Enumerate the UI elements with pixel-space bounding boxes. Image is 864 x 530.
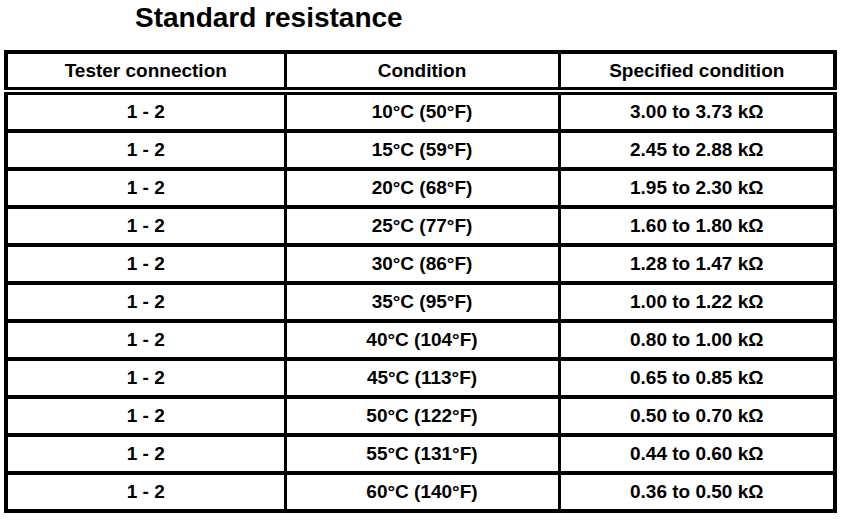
cell-tester-connection: 1 - 2 bbox=[6, 245, 285, 283]
table-row: 1 - 2 30°C (86°F) 1.28 to 1.47 kΩ bbox=[6, 245, 835, 283]
cell-condition: 50°C (122°F) bbox=[285, 397, 559, 435]
cell-specified-condition: 2.45 to 2.88 kΩ bbox=[559, 131, 835, 169]
cell-specified-condition: 1.95 to 2.30 kΩ bbox=[559, 169, 835, 207]
column-header-tester-connection: Tester connection bbox=[6, 52, 285, 91]
cell-tester-connection: 1 - 2 bbox=[6, 207, 285, 245]
cell-condition: 25°C (77°F) bbox=[285, 207, 559, 245]
cell-tester-connection: 1 - 2 bbox=[6, 473, 285, 511]
cell-specified-condition: 1.60 to 1.80 kΩ bbox=[559, 207, 835, 245]
table-row: 1 - 2 35°C (95°F) 1.00 to 1.22 kΩ bbox=[6, 283, 835, 321]
cell-tester-connection: 1 - 2 bbox=[6, 321, 285, 359]
cell-tester-connection: 1 - 2 bbox=[6, 131, 285, 169]
table-row: 1 - 2 15°C (59°F) 2.45 to 2.88 kΩ bbox=[6, 131, 835, 169]
cell-tester-connection: 1 - 2 bbox=[6, 91, 285, 131]
cell-specified-condition: 0.50 to 0.70 kΩ bbox=[559, 397, 835, 435]
table-row: 1 - 2 20°C (68°F) 1.95 to 2.30 kΩ bbox=[6, 169, 835, 207]
cell-tester-connection: 1 - 2 bbox=[6, 435, 285, 473]
cell-condition: 15°C (59°F) bbox=[285, 131, 559, 169]
cell-tester-connection: 1 - 2 bbox=[6, 359, 285, 397]
cell-tester-connection: 1 - 2 bbox=[6, 397, 285, 435]
header-row: Tester connection Condition Specified co… bbox=[6, 52, 835, 91]
cell-condition: 40°C (104°F) bbox=[285, 321, 559, 359]
standard-resistance-table: Tester connection Condition Specified co… bbox=[4, 50, 837, 513]
table-row: 1 - 2 55°C (131°F) 0.44 to 0.60 kΩ bbox=[6, 435, 835, 473]
cell-specified-condition: 0.36 to 0.50 kΩ bbox=[559, 473, 835, 511]
cell-specified-condition: 0.65 to 0.85 kΩ bbox=[559, 359, 835, 397]
cell-specified-condition: 0.44 to 0.60 kΩ bbox=[559, 435, 835, 473]
table-row: 1 - 2 25°C (77°F) 1.60 to 1.80 kΩ bbox=[6, 207, 835, 245]
cell-tester-connection: 1 - 2 bbox=[6, 169, 285, 207]
column-header-condition: Condition bbox=[285, 52, 559, 91]
cell-specified-condition: 1.00 to 1.22 kΩ bbox=[559, 283, 835, 321]
table-row: 1 - 2 50°C (122°F) 0.50 to 0.70 kΩ bbox=[6, 397, 835, 435]
page: Standard resistance Tester connection Co… bbox=[0, 0, 864, 530]
cell-specified-condition: 3.00 to 3.73 kΩ bbox=[559, 91, 835, 131]
cell-condition: 45°C (113°F) bbox=[285, 359, 559, 397]
table-row: 1 - 2 60°C (140°F) 0.36 to 0.50 kΩ bbox=[6, 473, 835, 511]
column-header-specified-condition: Specified condition bbox=[559, 52, 835, 91]
cell-condition: 60°C (140°F) bbox=[285, 473, 559, 511]
cell-specified-condition: 1.28 to 1.47 kΩ bbox=[559, 245, 835, 283]
table-row: 1 - 2 40°C (104°F) 0.80 to 1.00 kΩ bbox=[6, 321, 835, 359]
page-title: Standard resistance bbox=[135, 2, 403, 34]
table-row: 1 - 2 45°C (113°F) 0.65 to 0.85 kΩ bbox=[6, 359, 835, 397]
cell-condition: 30°C (86°F) bbox=[285, 245, 559, 283]
cell-condition: 20°C (68°F) bbox=[285, 169, 559, 207]
cell-condition: 10°C (50°F) bbox=[285, 91, 559, 131]
cell-condition: 55°C (131°F) bbox=[285, 435, 559, 473]
cell-tester-connection: 1 - 2 bbox=[6, 283, 285, 321]
cell-specified-condition: 0.80 to 1.00 kΩ bbox=[559, 321, 835, 359]
cell-condition: 35°C (95°F) bbox=[285, 283, 559, 321]
table-row: 1 - 2 10°C (50°F) 3.00 to 3.73 kΩ bbox=[6, 91, 835, 131]
